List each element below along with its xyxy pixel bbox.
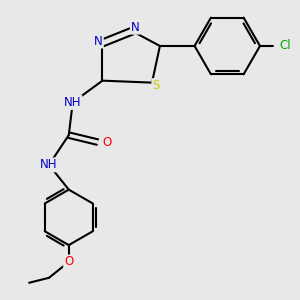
Text: N: N <box>131 21 140 34</box>
Text: NH: NH <box>40 158 58 171</box>
Text: O: O <box>64 256 74 268</box>
Text: N: N <box>94 34 103 47</box>
Text: Cl: Cl <box>279 40 291 52</box>
Text: O: O <box>103 136 112 148</box>
Text: NH: NH <box>64 96 82 109</box>
Text: S: S <box>152 79 160 92</box>
